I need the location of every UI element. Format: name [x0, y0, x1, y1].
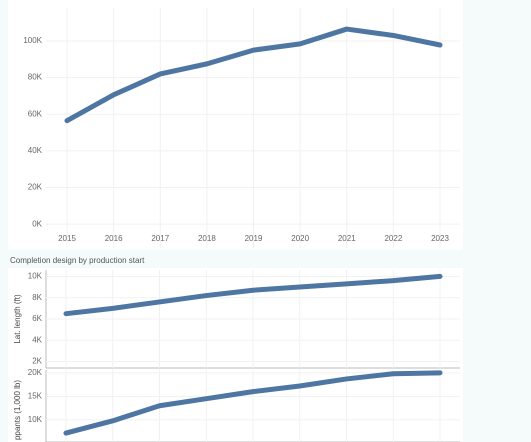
- x-tick-label: 2018: [198, 234, 216, 243]
- y-tick-label: 4K: [32, 335, 42, 344]
- y-tick-label: 10K: [28, 272, 43, 281]
- y-tick-label: 10K: [28, 415, 43, 424]
- y-axis-title: ppants (1,000 lb): [13, 380, 22, 440]
- y-tick-label: 60K: [28, 109, 43, 118]
- y-tick-label: 100K: [23, 36, 42, 45]
- y-tick-label: 80K: [28, 73, 43, 82]
- x-tick-label: 2021: [338, 234, 356, 243]
- x-tick-label: 2016: [105, 234, 123, 243]
- y-tick-label: 8K: [32, 293, 42, 302]
- x-tick-label: 2017: [151, 234, 169, 243]
- section-title: Completion design by production start: [10, 256, 145, 265]
- line: [63, 273, 443, 317]
- line: [63, 370, 443, 436]
- x-tick-label: 2019: [245, 234, 263, 243]
- x-tick-label: 2015: [58, 234, 76, 243]
- top-panel: [8, 0, 463, 250]
- y-tick-label: 20K: [28, 183, 43, 192]
- x-tick-label: 2023: [431, 234, 449, 243]
- y-tick-label: 15K: [28, 391, 43, 400]
- line: [64, 26, 443, 124]
- y-tick-label: 40K: [28, 146, 43, 155]
- x-tick-label: 2020: [291, 234, 309, 243]
- y-tick-label: 20K: [28, 368, 43, 377]
- y-tick-label: 0K: [32, 219, 42, 228]
- y-tick-label: 6K: [32, 314, 42, 323]
- bottom-panel: [8, 268, 463, 442]
- y-axis-title: Lat. length (ft): [13, 294, 22, 344]
- x-tick-label: 2022: [384, 234, 402, 243]
- y-tick-label: 2K: [32, 357, 42, 366]
